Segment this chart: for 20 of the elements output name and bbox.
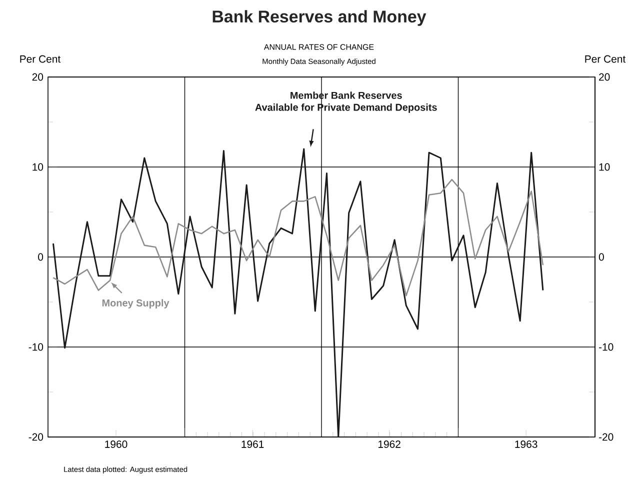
y2-tick-label: 20 bbox=[599, 73, 610, 81]
y2-tick-label: 0 bbox=[598, 253, 604, 261]
y-tick-label: 20 bbox=[32, 73, 44, 81]
x-tick-label: 1960 bbox=[105, 440, 128, 448]
y2-tick-label: 10 bbox=[599, 163, 610, 171]
line-series bbox=[52, 148, 544, 437]
chart-title: Bank Reserves and Money bbox=[212, 10, 426, 26]
y-tick-label: -10 bbox=[28, 343, 44, 351]
x-tick-label: 1961 bbox=[242, 440, 264, 448]
y2-axis-title: Per Cent bbox=[585, 55, 626, 63]
x-tick-label: 1963 bbox=[515, 440, 538, 448]
y2-tick-label: -20 bbox=[599, 433, 614, 441]
y-axis-title: Per Cent bbox=[20, 55, 61, 63]
line-series bbox=[52, 178, 544, 296]
y-tick-label: -20 bbox=[28, 433, 44, 441]
x-tick-label: 1962 bbox=[378, 440, 400, 448]
y-tick-label: 10 bbox=[32, 163, 44, 171]
y2-tick-label: -10 bbox=[599, 343, 614, 351]
y-tick-label: 0 bbox=[38, 253, 44, 261]
legend-label: Money Supply bbox=[102, 299, 170, 308]
